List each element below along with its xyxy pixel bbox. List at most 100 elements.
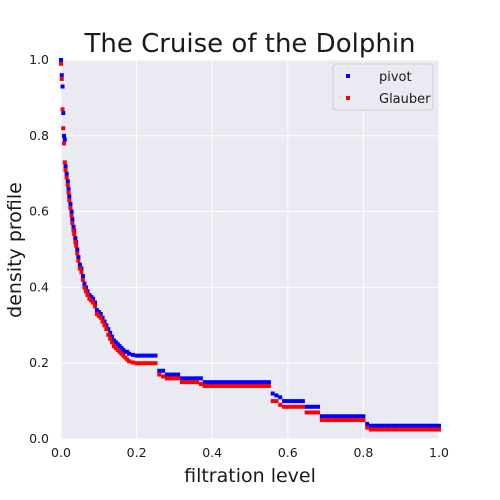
point-pivot	[229, 380, 234, 385]
point-pivot	[66, 186, 71, 191]
point-pivot	[289, 399, 294, 404]
point-pivot	[82, 281, 87, 286]
point-pivot	[176, 372, 181, 377]
point-glauber	[176, 376, 181, 381]
point-glauber	[323, 418, 328, 423]
point-pivot	[312, 404, 317, 409]
point-glauber	[168, 376, 173, 381]
point-glauber	[98, 315, 103, 320]
point-glauber	[300, 404, 305, 409]
data-points	[59, 58, 441, 432]
x-tick-label: 1.0	[429, 445, 449, 460]
point-pivot	[63, 164, 68, 169]
point-pivot	[65, 179, 70, 184]
point-glauber	[372, 427, 377, 432]
point-glauber	[62, 141, 67, 146]
point-pivot	[76, 255, 81, 260]
point-pivot	[80, 274, 85, 279]
point-pivot	[437, 423, 441, 428]
point-glauber	[64, 175, 69, 180]
point-glauber	[164, 376, 169, 381]
point-pivot	[191, 376, 196, 381]
legend-frame	[332, 63, 434, 111]
point-glauber	[229, 383, 234, 388]
point-glauber	[406, 427, 411, 432]
point-pivot	[282, 399, 287, 404]
x-tick-label: 0.4	[202, 445, 222, 460]
point-glauber	[421, 427, 426, 432]
point-pivot	[187, 376, 192, 381]
point-pivot	[391, 423, 396, 428]
point-glauber	[66, 190, 71, 195]
point-glauber	[357, 418, 362, 423]
point-glauber	[104, 327, 109, 332]
point-glauber	[433, 427, 438, 432]
point-pivot	[210, 380, 215, 385]
legend-label-pivot: pivot	[379, 70, 412, 85]
point-pivot	[202, 380, 207, 385]
legend: pivot Glauber	[332, 63, 434, 111]
point-glauber	[353, 418, 358, 423]
point-pivot	[127, 351, 132, 356]
point-glauber	[399, 427, 404, 432]
point-pivot	[316, 404, 321, 409]
point-glauber	[244, 383, 249, 388]
point-glauber	[110, 340, 115, 345]
point-pivot	[342, 414, 347, 419]
point-glauber	[346, 418, 351, 423]
point-pivot	[172, 372, 177, 377]
point-pivot	[232, 380, 237, 385]
x-tick-label: 0.8	[353, 445, 373, 460]
point-pivot	[62, 137, 67, 142]
point-glauber	[183, 380, 188, 385]
point-glauber	[83, 289, 88, 294]
point-glauber	[282, 404, 287, 409]
y-tick-label: 0.8	[29, 128, 49, 143]
point-pivot	[387, 423, 392, 428]
point-pivot	[266, 380, 271, 385]
y-axis-label: density profile	[4, 182, 26, 318]
point-pivot	[331, 414, 336, 419]
point-glauber	[338, 418, 343, 423]
point-glauber	[376, 427, 381, 432]
point-pivot	[297, 399, 302, 404]
point-glauber	[395, 427, 400, 432]
point-glauber	[210, 383, 215, 388]
point-pivot	[77, 262, 82, 267]
point-glauber	[255, 383, 260, 388]
legend-marker-glauber	[346, 96, 350, 100]
point-pivot	[225, 380, 230, 385]
point-glauber	[278, 402, 283, 407]
point-pivot	[353, 414, 358, 419]
point-pivot	[142, 353, 147, 358]
point-glauber	[402, 427, 407, 432]
point-pivot	[406, 423, 411, 428]
point-glauber	[70, 220, 75, 225]
point-glauber	[342, 418, 347, 423]
point-glauber	[213, 383, 218, 388]
point-glauber	[418, 427, 423, 432]
x-tick-label: 0.0	[51, 445, 71, 460]
point-glauber	[368, 427, 373, 432]
point-glauber	[437, 427, 441, 432]
point-pivot	[380, 423, 385, 428]
point-glauber	[270, 399, 275, 404]
point-glauber	[138, 361, 143, 366]
point-glauber	[72, 232, 77, 237]
point-glauber	[93, 304, 98, 309]
point-glauber	[127, 359, 132, 364]
point-pivot	[308, 404, 313, 409]
point-pivot	[198, 376, 203, 381]
point-pivot	[70, 217, 75, 222]
point-glauber	[425, 427, 430, 432]
point-pivot	[293, 399, 298, 404]
x-tick-label: 0.6	[278, 445, 298, 460]
point-pivot	[221, 380, 226, 385]
point-pivot	[251, 380, 256, 385]
point-glauber	[76, 258, 81, 263]
point-glauber	[206, 383, 211, 388]
x-axis-label: filtration level	[184, 465, 316, 487]
point-glauber	[108, 336, 113, 341]
point-glauber	[91, 300, 96, 305]
point-pivot	[73, 236, 78, 241]
